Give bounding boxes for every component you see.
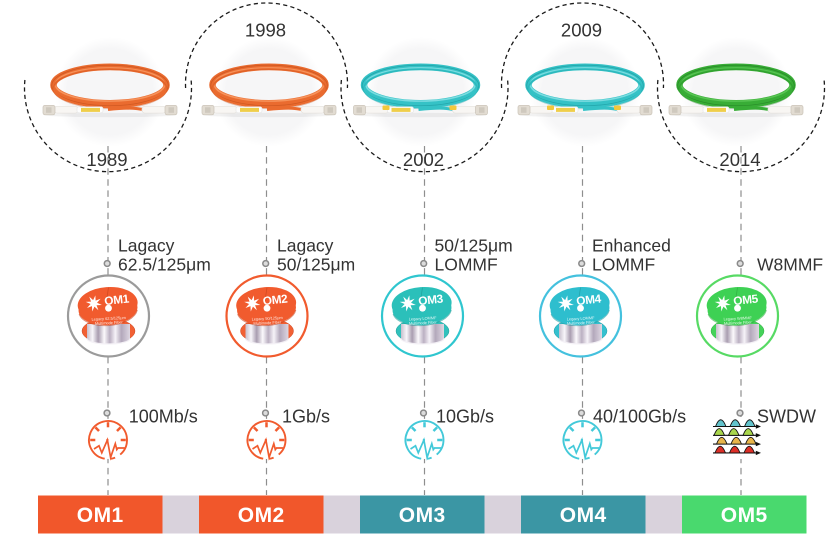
svg-text:2009: 2009 [561, 20, 602, 41]
svg-text:50/125μm: 50/125μm [277, 255, 355, 275]
svg-text:Multimode Fiber: Multimode Fiber [95, 319, 124, 325]
svg-text:1Gb/s: 1Gb/s [282, 407, 330, 427]
svg-text:OM4: OM4 [560, 504, 607, 527]
svg-text:LOMMF: LOMMF [592, 255, 655, 275]
svg-text:OM4: OM4 [576, 291, 603, 308]
svg-text:Legacy W8MMF: Legacy W8MMF [723, 315, 752, 322]
svg-text:Legacy 50/125μm: Legacy 50/125μm [252, 315, 283, 322]
svg-text:OM1: OM1 [104, 291, 131, 308]
svg-text:W8MMF: W8MMF [757, 255, 823, 275]
svg-text:2002: 2002 [403, 149, 444, 170]
svg-text:OM2: OM2 [262, 291, 289, 308]
svg-text:OM3: OM3 [399, 504, 446, 527]
svg-text:Legacy 62.5/125μm: Legacy 62.5/125μm [91, 315, 125, 322]
svg-text:10Gb/s: 10Gb/s [436, 407, 494, 427]
svg-text:62.5/125μm: 62.5/125μm [118, 255, 211, 275]
svg-text:Lagacy: Lagacy [277, 236, 334, 256]
svg-text:1998: 1998 [245, 20, 286, 41]
svg-text:OM3: OM3 [418, 291, 445, 308]
svg-text:50/125μm: 50/125μm [435, 236, 513, 256]
svg-text:Legacy LOMMF: Legacy LOMMF [567, 315, 596, 321]
svg-text:OM1: OM1 [77, 504, 124, 527]
svg-text:Multimode Fiber: Multimode Fiber [724, 319, 753, 325]
svg-text:LOMMF: LOMMF [435, 255, 498, 275]
svg-text:OM2: OM2 [238, 504, 285, 527]
svg-text:2014: 2014 [719, 149, 760, 170]
svg-text:OM5: OM5 [733, 291, 760, 308]
svg-text:Multimode Fiber: Multimode Fiber [567, 319, 596, 325]
svg-text:Multimode Fiber: Multimode Fiber [253, 319, 282, 325]
svg-text:1989: 1989 [86, 149, 127, 170]
svg-text:SWDW: SWDW [757, 407, 816, 427]
svg-text:100Mb/s: 100Mb/s [129, 407, 198, 427]
svg-text:Multimode Fiber: Multimode Fiber [409, 319, 438, 325]
svg-text:Legacy LOMMF: Legacy LOMMF [409, 315, 438, 321]
svg-text:40/100Gb/s: 40/100Gb/s [593, 407, 686, 427]
svg-text:Enhanced: Enhanced [592, 236, 671, 256]
svg-text:Lagacy: Lagacy [118, 236, 175, 256]
svg-text:OM5: OM5 [721, 504, 768, 527]
